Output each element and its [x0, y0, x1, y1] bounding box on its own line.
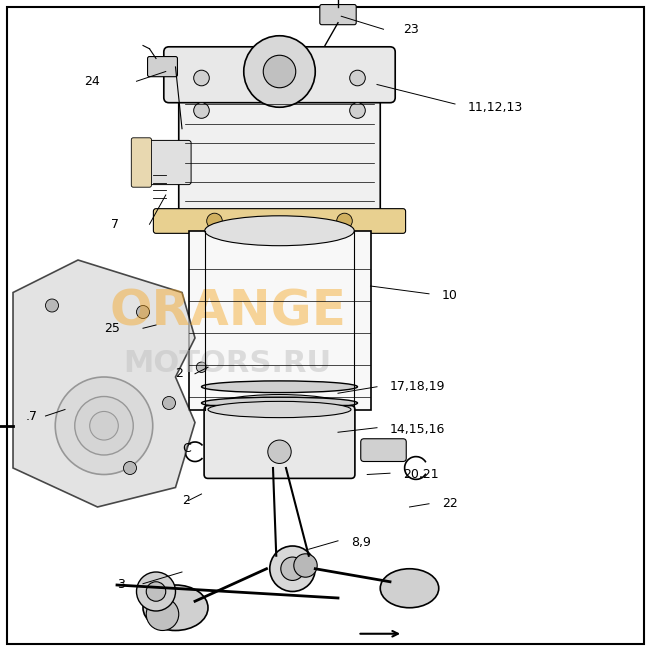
- Circle shape: [162, 396, 176, 410]
- Circle shape: [270, 546, 315, 592]
- Circle shape: [196, 362, 207, 372]
- Circle shape: [350, 103, 365, 118]
- FancyBboxPatch shape: [320, 5, 356, 25]
- Circle shape: [350, 70, 365, 86]
- Circle shape: [75, 396, 133, 455]
- Polygon shape: [13, 260, 195, 507]
- FancyBboxPatch shape: [179, 68, 380, 218]
- Circle shape: [136, 572, 176, 611]
- Text: 2: 2: [182, 494, 190, 507]
- Text: 8,9: 8,9: [351, 536, 371, 549]
- Text: 17,18,19: 17,18,19: [390, 380, 445, 393]
- Ellipse shape: [208, 401, 351, 418]
- Ellipse shape: [202, 397, 358, 409]
- FancyBboxPatch shape: [164, 47, 395, 103]
- Text: 7: 7: [111, 218, 118, 231]
- FancyBboxPatch shape: [148, 57, 177, 77]
- Circle shape: [194, 103, 209, 118]
- Circle shape: [244, 36, 315, 107]
- Text: C: C: [182, 442, 190, 455]
- Bar: [188, 231, 370, 410]
- Circle shape: [268, 440, 291, 463]
- Text: 22: 22: [442, 497, 458, 510]
- Circle shape: [263, 55, 296, 88]
- Text: 2: 2: [176, 367, 183, 380]
- Text: 10: 10: [442, 289, 458, 302]
- Ellipse shape: [143, 585, 208, 630]
- Circle shape: [46, 299, 58, 312]
- Text: .7: .7: [26, 410, 38, 422]
- Text: 14,15,16: 14,15,16: [390, 422, 445, 436]
- Ellipse shape: [205, 216, 354, 246]
- Circle shape: [136, 306, 150, 318]
- Text: 25: 25: [104, 322, 120, 335]
- Ellipse shape: [380, 569, 439, 608]
- Circle shape: [294, 554, 317, 577]
- FancyBboxPatch shape: [204, 406, 355, 478]
- Text: 23: 23: [403, 23, 419, 36]
- Circle shape: [55, 377, 153, 474]
- FancyBboxPatch shape: [131, 138, 151, 187]
- Circle shape: [151, 164, 167, 180]
- Ellipse shape: [205, 395, 354, 424]
- Circle shape: [146, 598, 179, 630]
- Text: 3: 3: [117, 578, 125, 592]
- Text: MOTORS.RU: MOTORS.RU: [124, 350, 332, 378]
- FancyBboxPatch shape: [140, 140, 191, 185]
- Circle shape: [124, 462, 136, 474]
- Text: 20,21: 20,21: [403, 468, 439, 481]
- Text: ORANGE: ORANGE: [109, 288, 346, 336]
- Text: 24: 24: [84, 75, 100, 88]
- Circle shape: [194, 70, 209, 86]
- Circle shape: [146, 582, 166, 601]
- Circle shape: [337, 213, 352, 229]
- Ellipse shape: [202, 381, 358, 393]
- Text: 11,12,13: 11,12,13: [468, 101, 523, 114]
- FancyBboxPatch shape: [361, 439, 406, 462]
- FancyBboxPatch shape: [153, 209, 406, 233]
- Circle shape: [90, 411, 118, 440]
- Circle shape: [281, 557, 304, 580]
- Circle shape: [207, 213, 222, 229]
